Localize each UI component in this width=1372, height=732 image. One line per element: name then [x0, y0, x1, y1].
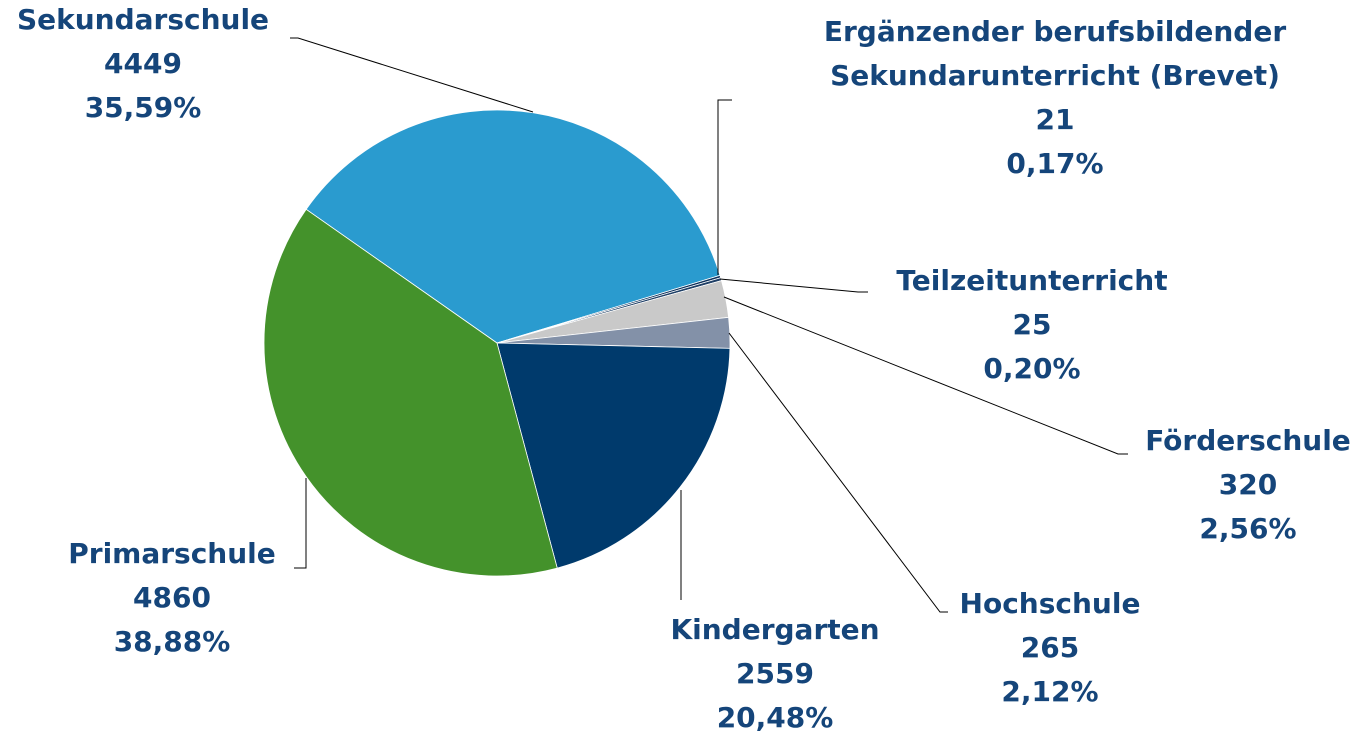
label-percent: 20,48% — [716, 701, 834, 732]
label-percent: 2,12% — [1001, 675, 1099, 708]
leader-line — [717, 99, 732, 275]
slice-label: Hochschule 265 2,12% — [920, 582, 1180, 714]
slice-label: Primarschule 4860 38,88% — [22, 532, 322, 664]
pie-slice — [305, 109, 721, 344]
pie-slice — [496, 342, 731, 569]
slice-label: Ergänzender berufsbildender Sekundarunte… — [775, 10, 1335, 186]
label-percent: 38,88% — [113, 625, 231, 658]
label-name: Hochschule — [959, 587, 1141, 620]
leader-line — [728, 332, 948, 613]
slice-label: Kindergarten 2559 20,48% — [635, 608, 915, 732]
label-percent: 2,56% — [1199, 512, 1297, 545]
label-name: Teilzeitunterricht — [896, 264, 1168, 297]
leader-line — [294, 478, 307, 569]
label-count: 4860 — [133, 581, 211, 614]
label-count: 4449 — [104, 47, 182, 80]
label-count: 21 — [1035, 103, 1075, 136]
pie-slice — [263, 208, 558, 577]
leader-line — [723, 296, 1128, 455]
leader-line — [290, 37, 534, 113]
label-percent: 35,59% — [84, 91, 202, 124]
slice-label: Sekundarschule 4449 35,59% — [0, 0, 293, 130]
label-name: Ergänzender berufsbildender Sekundarunte… — [823, 15, 1287, 92]
label-count: 25 — [1012, 308, 1052, 341]
slice-label: Teilzeitunterricht 25 0,20% — [852, 259, 1212, 391]
label-count: 265 — [1020, 631, 1080, 664]
label-count: 320 — [1218, 468, 1278, 501]
label-percent: 0,20% — [983, 352, 1081, 385]
label-count: 2559 — [736, 657, 814, 690]
label-name: Sekundarschule — [16, 3, 270, 36]
label-percent: 0,17% — [1006, 147, 1104, 180]
slice-label: Förderschule 320 2,56% — [1118, 419, 1372, 551]
label-name: Primarschule — [68, 537, 276, 570]
label-name: Kindergarten — [670, 613, 880, 646]
leader-line — [719, 278, 868, 293]
label-name: Förderschule — [1145, 424, 1351, 457]
